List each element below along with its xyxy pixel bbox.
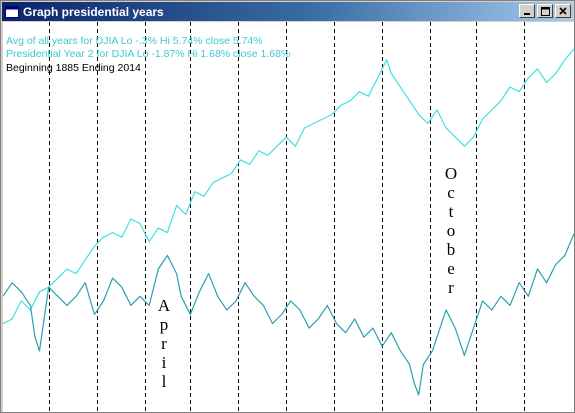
legend-year-2: Presidential Year 2 for DJIA Lo -1.87% H… (6, 48, 290, 61)
line-chart (3, 22, 574, 412)
legend-line-avg: Avg of all years for DJIA Lo -.3% Hi 5.7… (6, 35, 263, 47)
title-bar[interactable]: Graph presidential years (2, 2, 573, 21)
window-controls (519, 4, 571, 18)
close-icon (559, 7, 567, 15)
series-year-2-line (3, 233, 574, 396)
minimize-button[interactable] (519, 4, 535, 18)
chart-area: Avg of all years for DJIA Lo -.3% Hi 5.7… (3, 22, 574, 412)
app-window-icon[interactable] (5, 5, 19, 19)
maximize-button[interactable] (537, 4, 553, 18)
legend-line-year2: Presidential Year 2 for DJIA Lo -1.87% H… (6, 48, 291, 60)
series-avg-all-years-line (3, 48, 574, 325)
maximize-icon (540, 6, 550, 16)
legend-avg-all-years: Avg of all years for DJIA Lo -.3% Hi 5.7… (6, 35, 263, 48)
legend-range: Beginning 1885 Ending 2014 (6, 62, 141, 75)
minimize-icon (524, 13, 530, 15)
window-title: Graph presidential years (23, 4, 164, 19)
close-button[interactable] (555, 4, 571, 18)
legend-line-range: Beginning 1885 Ending 2014 (6, 62, 141, 74)
